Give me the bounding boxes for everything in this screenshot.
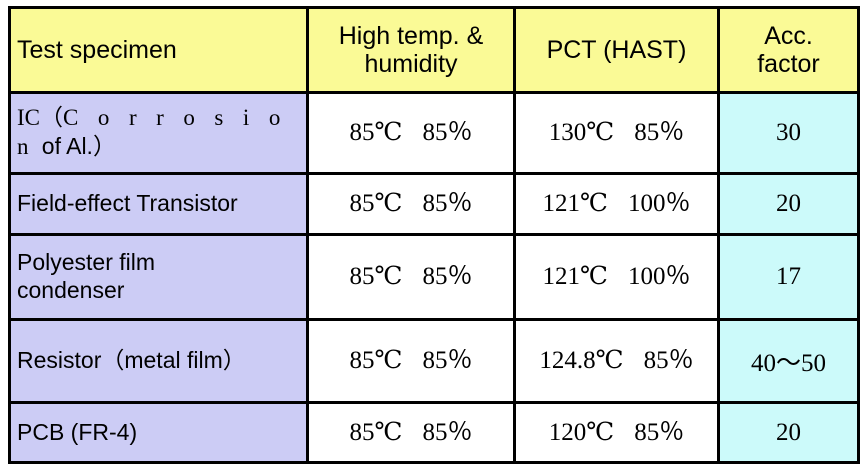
cell-acc-factor-polyester: 17 [717,233,860,321]
cell-high-temp-humidity-polyester: 85℃ 85％ [306,233,516,321]
pct-temp-value: 121℃ [542,190,608,217]
specimen-ic-paren-close: ） [92,134,116,160]
table-header-row: Test specimen High temp. & humidity PCT … [8,6,860,94]
acc-factor-value: 20 [776,190,801,217]
specimen-label: Resistor（metal film） [17,347,246,374]
pct-humidity-value: 100％ [627,190,691,217]
acceleration-factor-table-container: Test specimen High temp. & humidity PCT … [8,6,860,464]
column-header-high-temp-humidity: High temp. & humidity [306,6,516,94]
cell-specimen-resistor: Resistor（metal film） [8,318,309,404]
column-header-pct-hast-label: PCT (HAST) [546,35,687,64]
acceleration-factor-table: Test specimen High temp. & humidity PCT … [8,6,860,464]
high-humidity-value: 85％ [422,418,473,446]
cell-high-temp-humidity-pcb: 85℃ 85％ [306,401,516,464]
high-temp-value: 85℃ [349,263,403,290]
column-header-high-temp-humidity-line1: High temp. & [338,21,484,50]
cell-high-temp-humidity-fet: 85℃ 85％ [306,172,516,236]
table-row: PCB (FR-4) 85℃ 85％ 120℃ 85％ 20 [8,401,860,464]
table-row: Field-effect Transistor 85℃ 85％ 121℃ 100％ … [8,172,860,236]
specimen-ic-spaced-text: C o r r o s i o n [17,105,288,159]
table-row: Resistor（metal film） 85℃ 85％ 124.8℃ 85％ 40… [8,318,860,404]
cell-pct-hast-pcb: 120℃ 85％ [513,401,720,464]
cell-pct-hast-ic: 130℃ 85％ [513,91,720,175]
column-header-acc-factor: Acc. factor [717,6,860,94]
specimen-label-line1: Polyester film [17,249,156,276]
high-humidity-value: 85％ [422,263,473,290]
pct-humidity-value: 85％ [634,418,685,446]
pct-temp-value: 124.8℃ [539,347,624,374]
column-header-high-temp-humidity-line2: humidity [364,50,458,78]
cell-specimen-pcb: PCB (FR-4) [8,401,309,464]
high-temp-value: 85℃ [349,418,403,446]
specimen-ic-tail: of Al. [35,133,93,159]
specimen-ic-prefix: IC [17,105,40,131]
cell-specimen-fet: Field-effect Transistor [8,172,309,236]
pct-humidity-value: 100％ [627,263,691,290]
cell-high-temp-humidity-ic: 85℃ 85％ [306,91,516,175]
cell-acc-factor-fet: 20 [717,172,860,236]
column-header-acc-factor-line1: Acc. [764,21,813,50]
specimen-label-line2: condenser [17,277,125,303]
column-header-acc-factor-line2: factor [757,50,820,78]
high-humidity-value: 85％ [422,190,473,217]
cell-pct-hast-fet: 121℃ 100％ [513,172,720,236]
cell-high-temp-humidity-resistor: 85℃ 85％ [306,318,516,404]
column-header-test-specimen-label: Test specimen [17,35,177,64]
table-row: IC（C o r r o s i o n of Al.） 85℃ 85％ 130℃… [8,91,860,175]
specimen-label: Field-effect Transistor [17,190,238,217]
acc-factor-value: 17 [776,263,801,290]
pct-temp-value: 121℃ [542,263,608,290]
pct-temp-value: 130℃ [548,119,615,146]
pct-temp-value: 120℃ [548,418,615,446]
high-temp-value: 85℃ [349,190,403,217]
specimen-label: PCB (FR-4) [17,418,138,445]
cell-specimen-ic: IC（C o r r o s i o n of Al.） [8,91,309,175]
cell-specimen-polyester-film-condenser: Polyester film condenser [8,233,309,321]
acc-factor-value: 40〜50 [750,350,826,377]
column-header-test-specimen: Test specimen [8,6,309,94]
specimen-ic-paren-open: （ [40,105,63,132]
pct-humidity-value: 85％ [634,119,685,146]
acc-factor-value: 30 [776,119,801,146]
acc-factor-value: 20 [776,418,801,446]
cell-acc-factor-pcb: 20 [717,401,860,464]
cell-acc-factor-resistor: 40〜50 [717,318,860,404]
high-temp-value: 85℃ [349,119,403,146]
pct-humidity-value: 85％ [643,347,694,374]
cell-pct-hast-resistor: 124.8℃ 85％ [513,318,720,404]
column-header-pct-hast: PCT (HAST) [513,6,720,94]
high-temp-value: 85℃ [349,347,403,374]
high-humidity-value: 85％ [422,347,473,374]
high-humidity-value: 85％ [422,119,473,146]
table-row: Polyester film condenser 85℃ 85％ 121℃ 100％… [8,233,860,321]
cell-pct-hast-polyester: 121℃ 100％ [513,233,720,321]
cell-acc-factor-ic: 30 [717,91,860,175]
